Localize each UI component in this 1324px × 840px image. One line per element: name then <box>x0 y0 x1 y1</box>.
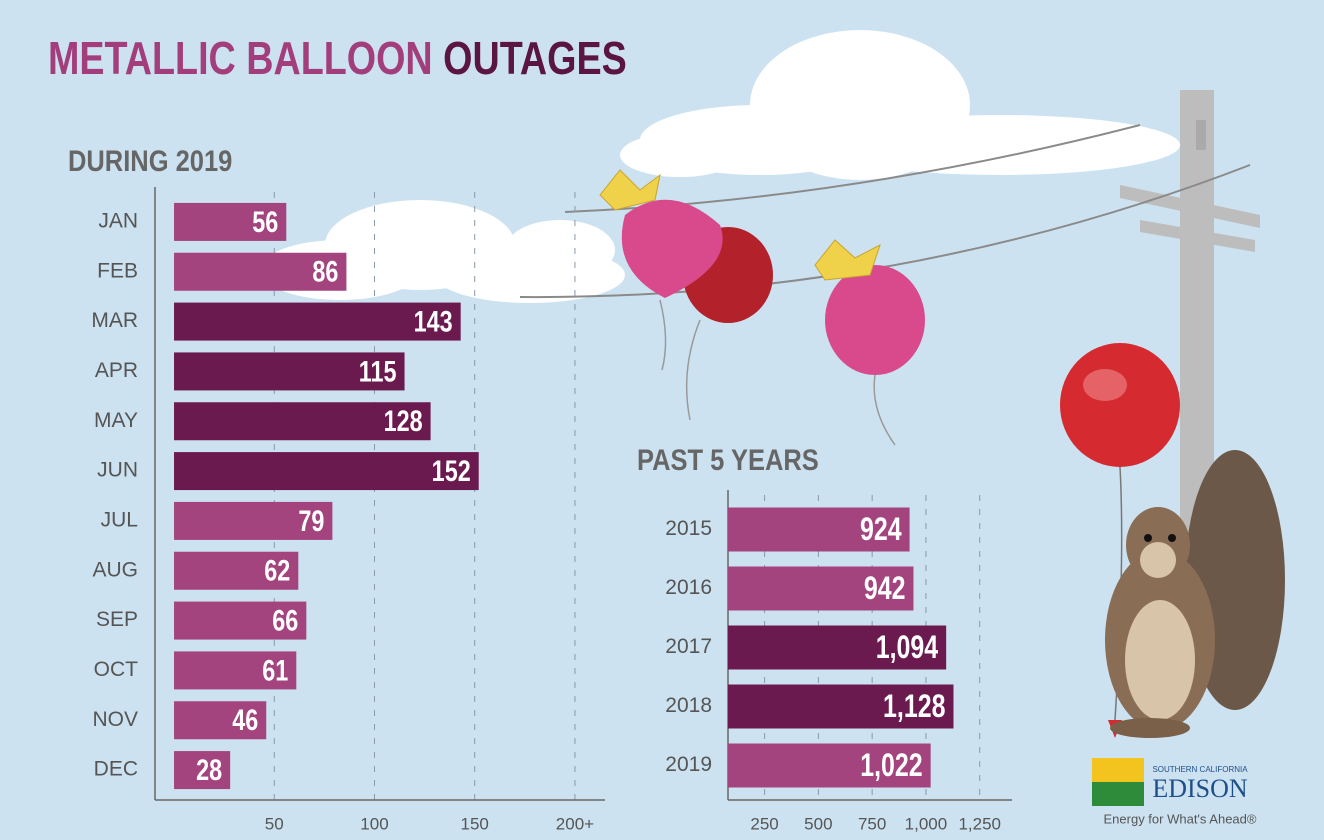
category-label: JAN <box>98 209 138 232</box>
value-label: 152 <box>432 454 471 487</box>
x-tick-label: 150 <box>461 814 489 833</box>
category-label: JUL <box>101 508 138 531</box>
category-label: DEC <box>94 758 138 781</box>
title: METALLIC BALLOON OUTAGES <box>48 33 627 84</box>
value-label: 86 <box>312 255 338 288</box>
x-tick-label: 500 <box>804 814 832 833</box>
value-label: 56 <box>252 205 278 238</box>
category-label: OCT <box>94 658 139 681</box>
category-label: 2017 <box>665 635 712 658</box>
value-label: 61 <box>262 654 288 687</box>
category-label: 2019 <box>665 753 712 776</box>
chart-subtitle: PAST 5 YEARS <box>637 443 819 476</box>
category-label: 2015 <box>665 517 712 540</box>
value-label: 115 <box>359 355 397 388</box>
category-label: APR <box>95 359 138 382</box>
x-tick-label: 1,250 <box>958 814 1001 833</box>
title-part: OUTAGES <box>443 33 627 84</box>
value-label: 942 <box>864 571 906 607</box>
brand-tagline: Energy for What's Ahead® <box>1104 811 1257 826</box>
category-label: 2018 <box>665 694 712 717</box>
x-tick-label: 100 <box>360 814 388 833</box>
value-label: 28 <box>196 753 222 786</box>
brand-region: SOUTHERN CALIFORNIA <box>1152 765 1248 774</box>
value-label: 143 <box>414 305 453 338</box>
category-label: NOV <box>92 708 138 731</box>
brand-name: EDISON <box>1152 774 1248 803</box>
value-label: 128 <box>384 404 423 437</box>
title-part: METALLIC BALLOON <box>48 33 433 84</box>
value-label: 924 <box>860 512 902 548</box>
category-label: FEB <box>97 259 138 282</box>
x-tick-label: 1,000 <box>905 814 948 833</box>
chart-subtitle: DURING 2019 <box>68 144 232 177</box>
value-label: 1,022 <box>860 748 922 784</box>
infographic: METALLIC BALLOON OUTAGES SOUTHERN CALIFO… <box>0 0 1324 840</box>
category-label: SEP <box>96 608 138 631</box>
logo: SOUTHERN CALIFORNIA EDISON Energy for Wh… <box>1092 758 1257 826</box>
x-tick-label: 750 <box>858 814 886 833</box>
value-label: 66 <box>272 604 298 637</box>
value-label: 62 <box>264 554 290 587</box>
x-tick-label: 200+ <box>556 814 594 833</box>
category-label: JUN <box>97 459 138 482</box>
category-label: MAY <box>94 409 138 432</box>
x-tick-label: 50 <box>265 814 284 833</box>
value-label: 79 <box>298 504 324 537</box>
category-label: 2016 <box>665 576 712 599</box>
value-label: 1,128 <box>883 689 945 725</box>
category-label: MAR <box>91 309 138 332</box>
value-label: 1,094 <box>876 630 938 666</box>
value-label: 46 <box>232 703 258 736</box>
category-label: AUG <box>92 558 138 581</box>
x-tick-label: 250 <box>750 814 778 833</box>
